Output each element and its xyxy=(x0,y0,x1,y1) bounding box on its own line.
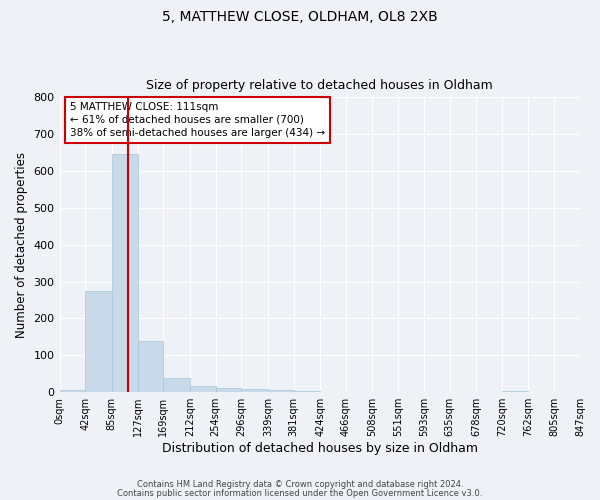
Bar xyxy=(268,390,293,392)
Bar xyxy=(190,386,215,392)
Bar xyxy=(85,291,112,392)
Bar xyxy=(502,391,528,392)
Bar xyxy=(59,390,85,392)
Text: 5, MATTHEW CLOSE, OLDHAM, OL8 2XB: 5, MATTHEW CLOSE, OLDHAM, OL8 2XB xyxy=(162,10,438,24)
Text: Contains public sector information licensed under the Open Government Licence v3: Contains public sector information licen… xyxy=(118,488,482,498)
Bar xyxy=(215,388,241,392)
Bar xyxy=(112,154,137,392)
Y-axis label: Number of detached properties: Number of detached properties xyxy=(15,152,28,338)
Bar xyxy=(137,340,163,392)
Bar xyxy=(241,390,268,392)
Title: Size of property relative to detached houses in Oldham: Size of property relative to detached ho… xyxy=(146,79,493,92)
Bar xyxy=(163,378,190,392)
Text: Contains HM Land Registry data © Crown copyright and database right 2024.: Contains HM Land Registry data © Crown c… xyxy=(137,480,463,489)
Text: 5 MATTHEW CLOSE: 111sqm
← 61% of detached houses are smaller (700)
38% of semi-d: 5 MATTHEW CLOSE: 111sqm ← 61% of detache… xyxy=(70,102,325,138)
X-axis label: Distribution of detached houses by size in Oldham: Distribution of detached houses by size … xyxy=(162,442,478,455)
